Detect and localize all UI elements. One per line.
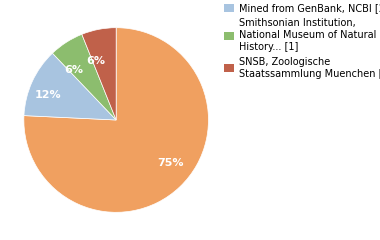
Wedge shape <box>52 34 116 120</box>
Wedge shape <box>24 28 209 212</box>
Wedge shape <box>24 53 116 120</box>
Text: 12%: 12% <box>35 90 62 100</box>
Text: 6%: 6% <box>65 65 84 75</box>
Text: 6%: 6% <box>86 56 105 66</box>
Text: 75%: 75% <box>158 158 184 168</box>
Wedge shape <box>82 28 116 120</box>
Legend: Centre for Biodiversity
Genomics [12], Mined from GenBank, NCBI [2], Smithsonian: Centre for Biodiversity Genomics [12], M… <box>225 0 380 78</box>
